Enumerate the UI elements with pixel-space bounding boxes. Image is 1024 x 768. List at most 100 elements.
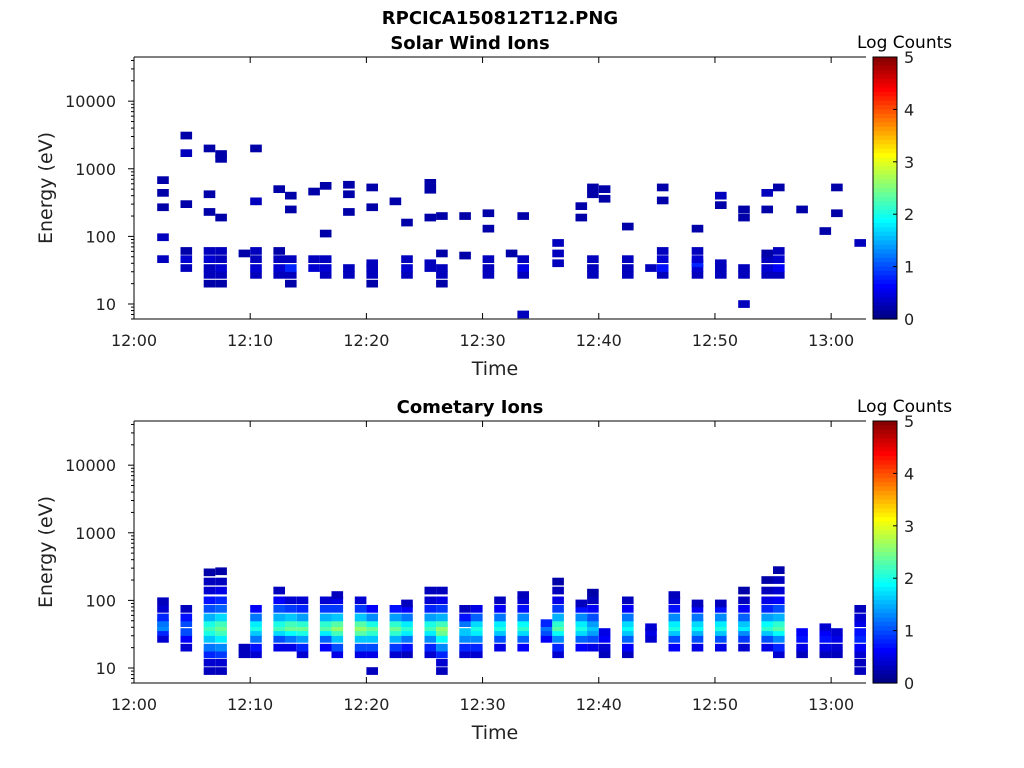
heatmap-cell	[494, 619, 506, 627]
colorbar-segment	[873, 209, 897, 215]
heatmap-cell	[215, 150, 227, 158]
colorbar-segment	[873, 495, 897, 501]
colorbar-segment	[873, 639, 897, 645]
heatmap-cell	[517, 596, 529, 605]
heatmap-cell	[773, 271, 785, 279]
heatmap-cell	[180, 635, 193, 643]
colorbar-segment	[873, 100, 897, 106]
colorbar-segment	[873, 490, 897, 496]
heatmap-cell	[331, 619, 344, 627]
heatmap-cell	[285, 605, 297, 613]
heatmap-cell	[203, 255, 216, 263]
heatmap-cell	[482, 209, 495, 218]
heatmap-cell	[761, 596, 773, 605]
colorbar-segment	[873, 630, 897, 636]
heatmap-cell	[773, 566, 785, 574]
heatmap-cell	[459, 635, 471, 643]
heatmap-cell	[319, 613, 332, 622]
heatmap-cell	[331, 596, 344, 605]
heatmap-cell	[436, 650, 448, 659]
colorbar-segment	[873, 236, 897, 241]
heatmap-cell	[331, 650, 344, 659]
heatmap-cell	[296, 628, 309, 636]
heatmap-cell	[738, 643, 750, 652]
heatmap-cell	[773, 623, 785, 632]
heatmap-cell	[366, 635, 378, 643]
x-axis-label: Time	[471, 722, 519, 744]
heatmap-cell	[366, 613, 378, 622]
heatmap-cell	[540, 619, 553, 627]
heatmap-cell	[319, 229, 332, 238]
heatmap-cell	[436, 643, 448, 652]
heatmap-cell	[517, 619, 529, 627]
heatmap-cell	[517, 271, 529, 279]
heatmap-cell	[424, 185, 437, 194]
y-tick-label: 10000	[65, 456, 116, 475]
colorbar-segment	[873, 170, 897, 176]
heatmap-cell	[366, 264, 378, 272]
heatmap-cell	[157, 176, 169, 184]
heatmap-cell	[645, 635, 657, 643]
heatmap-cell	[819, 628, 832, 636]
colorbar-segment	[873, 421, 897, 426]
heatmap-cell	[761, 586, 773, 595]
heatmap-cell	[308, 264, 320, 272]
heatmap-cell	[715, 191, 727, 200]
heatmap-cell	[436, 264, 448, 272]
heatmap-cell	[622, 271, 634, 279]
heatmap-cell	[203, 619, 216, 627]
heatmap-cell	[424, 605, 437, 613]
heatmap-cell	[622, 628, 634, 636]
heatmap-cell	[331, 605, 344, 613]
heatmap-cell	[796, 205, 808, 214]
heatmap-cell	[215, 213, 227, 222]
heatmap-cell	[203, 190, 216, 199]
heatmap-cell	[308, 255, 320, 263]
heatmap-cell	[296, 643, 309, 652]
heatmap-cell	[354, 613, 367, 622]
heatmap-cell	[296, 623, 309, 632]
heatmap-cell	[773, 605, 785, 613]
heatmap-cell	[389, 643, 402, 652]
heatmap-cell	[401, 599, 413, 608]
heatmap-cell	[552, 643, 564, 652]
heatmap-cell	[180, 628, 193, 636]
heatmap-cell	[389, 650, 402, 659]
heatmap-cell	[587, 271, 599, 279]
heatmap-cell	[517, 591, 529, 599]
heatmap-cell	[622, 635, 634, 643]
heatmap-cell	[424, 179, 437, 187]
heatmap-cell	[668, 635, 681, 643]
heatmap-cell	[587, 255, 599, 263]
heatmap-cell	[773, 628, 785, 636]
heatmap-cell	[296, 596, 309, 605]
heatmap-cell	[691, 623, 704, 632]
heatmap-cell	[215, 155, 227, 163]
x-tick-label: 12:50	[692, 331, 738, 350]
colorbar-segment	[873, 227, 897, 233]
heatmap-cell	[773, 586, 785, 595]
heatmap-cell	[401, 271, 413, 279]
colorbar-segment	[873, 244, 897, 250]
heatmap-cell	[157, 233, 169, 242]
colorbar-segment	[873, 179, 897, 185]
heatmap-cell	[366, 183, 378, 192]
heatmap-cell	[424, 635, 437, 643]
heatmap-cell	[738, 628, 750, 636]
heatmap-cell	[575, 213, 588, 222]
colorbar-segment	[873, 665, 897, 671]
heatmap-cell	[656, 264, 669, 272]
colorbar-segment	[873, 552, 897, 557]
colorbar-segment	[873, 508, 897, 514]
colorbar-segment	[873, 288, 897, 294]
colorbar-segment	[873, 196, 897, 202]
heatmap-cell	[250, 605, 262, 613]
colorbar-segment	[873, 305, 897, 311]
x-tick-label: 12:00	[111, 331, 157, 350]
heatmap-cell	[691, 643, 704, 652]
heatmap-cell	[354, 605, 367, 613]
heatmap-cell	[598, 194, 611, 203]
heatmap-cell	[494, 635, 506, 643]
heatmap-cell	[436, 667, 448, 675]
colorbar-tick-label: 2	[904, 205, 914, 224]
